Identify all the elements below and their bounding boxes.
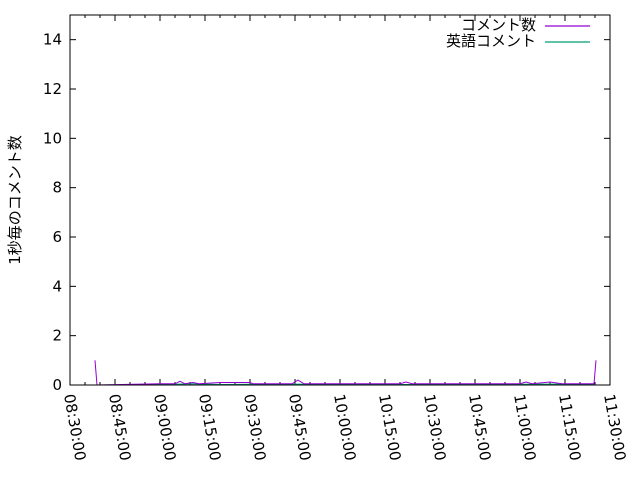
x-tick-label: 10:45:00 bbox=[465, 393, 494, 462]
x-tick-label: 09:30:00 bbox=[240, 393, 269, 462]
series-line-0 bbox=[94, 360, 597, 386]
x-tick-label: 11:30:00 bbox=[600, 393, 629, 462]
y-tick-label: 10 bbox=[43, 129, 62, 147]
x-tick-label: 11:00:00 bbox=[510, 393, 539, 462]
x-tick-label: 09:00:00 bbox=[150, 393, 179, 462]
y-tick-label: 8 bbox=[52, 179, 62, 197]
y-tick-label: 0 bbox=[52, 376, 62, 394]
y-tick-label: 2 bbox=[52, 327, 62, 345]
y-tick-label: 14 bbox=[43, 31, 62, 49]
plot-border bbox=[69, 14, 611, 386]
x-tick-label: 08:30:00 bbox=[60, 393, 89, 462]
x-tick-label: 10:15:00 bbox=[375, 393, 404, 462]
x-tick-label: 11:15:00 bbox=[555, 393, 584, 462]
legend-label-1: 英語コメント bbox=[446, 32, 536, 50]
x-tick-label: 10:00:00 bbox=[330, 393, 359, 462]
x-tick-label: 09:45:00 bbox=[285, 393, 314, 462]
x-tick-label: 09:15:00 bbox=[195, 393, 224, 462]
x-tick-label: 10:30:00 bbox=[420, 393, 449, 462]
y-tick-label: 6 bbox=[52, 228, 62, 246]
y-tick-label: 12 bbox=[43, 80, 62, 98]
y-tick-label: 4 bbox=[52, 277, 62, 295]
legend-label-0: コメント数 bbox=[461, 16, 536, 34]
x-tick-label: 08:45:00 bbox=[105, 393, 134, 462]
y-axis-label: 1秒毎のコメント数 bbox=[6, 135, 24, 265]
legend: コメント数 英語コメント bbox=[446, 16, 590, 50]
